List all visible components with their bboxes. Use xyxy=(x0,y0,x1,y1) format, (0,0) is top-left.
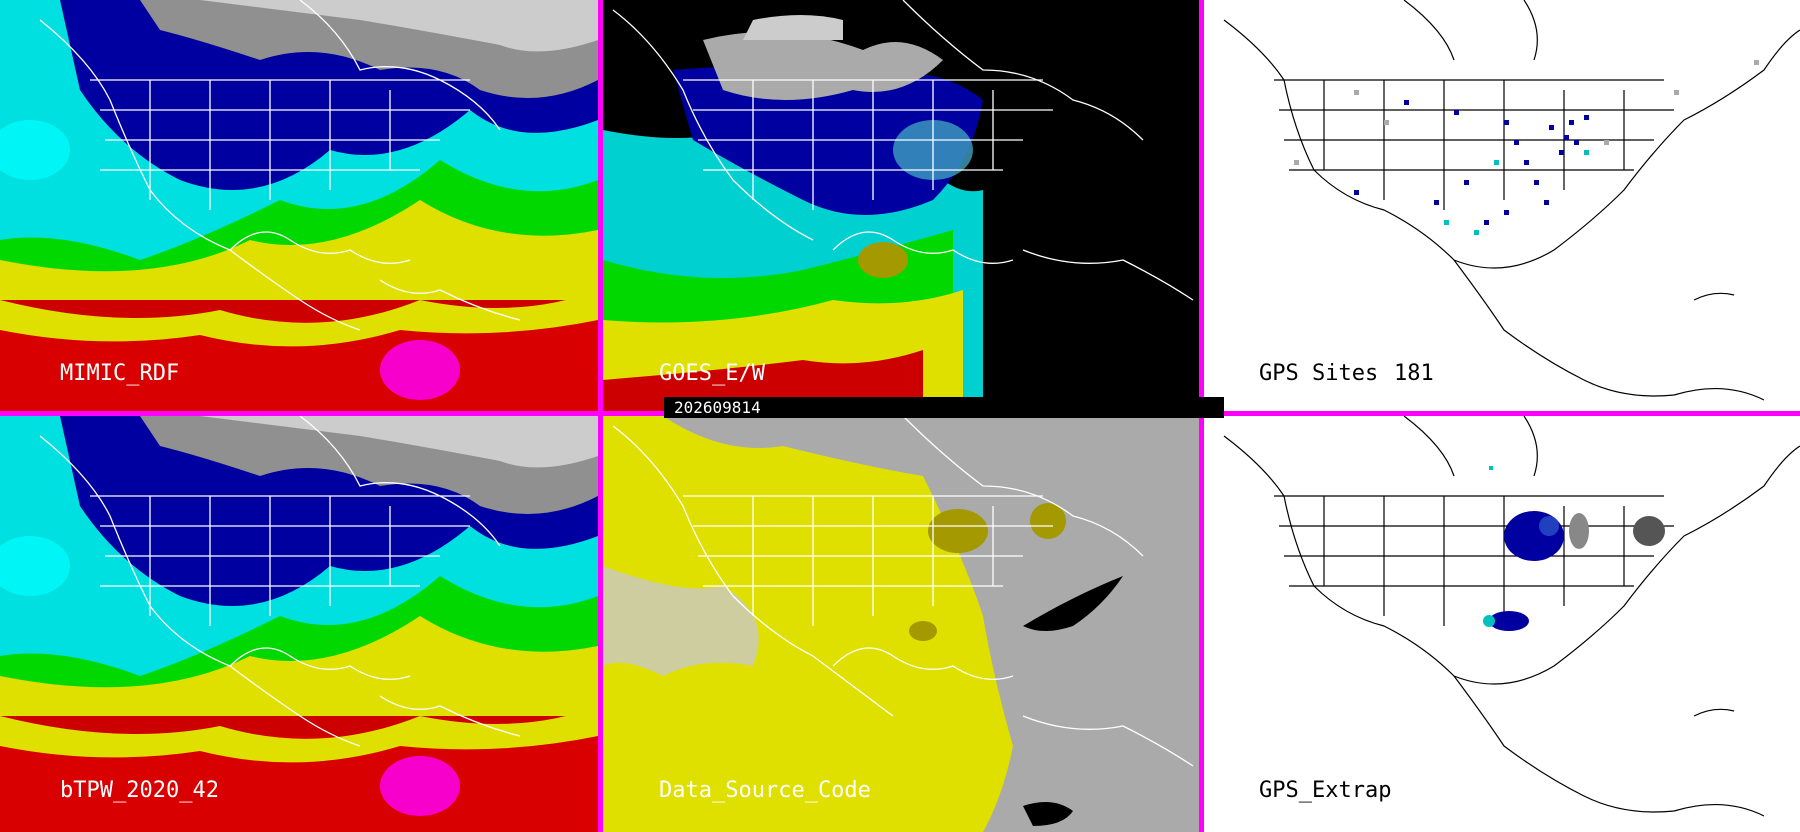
map-panel-mimic-rdf: MIMIC_RDF xyxy=(0,0,598,411)
panel-label: GPS Sites xyxy=(1259,361,1379,386)
data-source-map xyxy=(603,416,1199,832)
tpw-color-map xyxy=(0,0,598,411)
panel-label: MIMIC_RDF xyxy=(60,361,180,386)
gps-extrap-map xyxy=(1204,416,1800,832)
map-panel-goes-ew: GOES_E/W xyxy=(603,0,1199,411)
map-panel-gps-extrap: GPS_Extrap xyxy=(1204,416,1800,832)
tpw-color-map xyxy=(0,416,598,832)
gps-site-count: 181 xyxy=(1394,361,1434,386)
map-panel-btpw: bTPW_2020_42 xyxy=(0,416,598,832)
timestamp-bar: 202609814 xyxy=(664,397,1224,418)
map-panel-gps-sites: GPS Sites 181 xyxy=(1204,0,1800,411)
panel-label: bTPW_2020_42 xyxy=(60,778,219,803)
gps-sites-map xyxy=(1204,0,1800,411)
panel-label: Data_Source_Code xyxy=(659,778,871,803)
goes-map xyxy=(603,0,1199,411)
panel-label: GPS_Extrap xyxy=(1259,778,1392,803)
gps-site-markers xyxy=(1354,100,1589,225)
map-panel-data-source-code: Data_Source_Code xyxy=(603,416,1199,832)
panel-label: GOES_E/W xyxy=(659,361,765,386)
